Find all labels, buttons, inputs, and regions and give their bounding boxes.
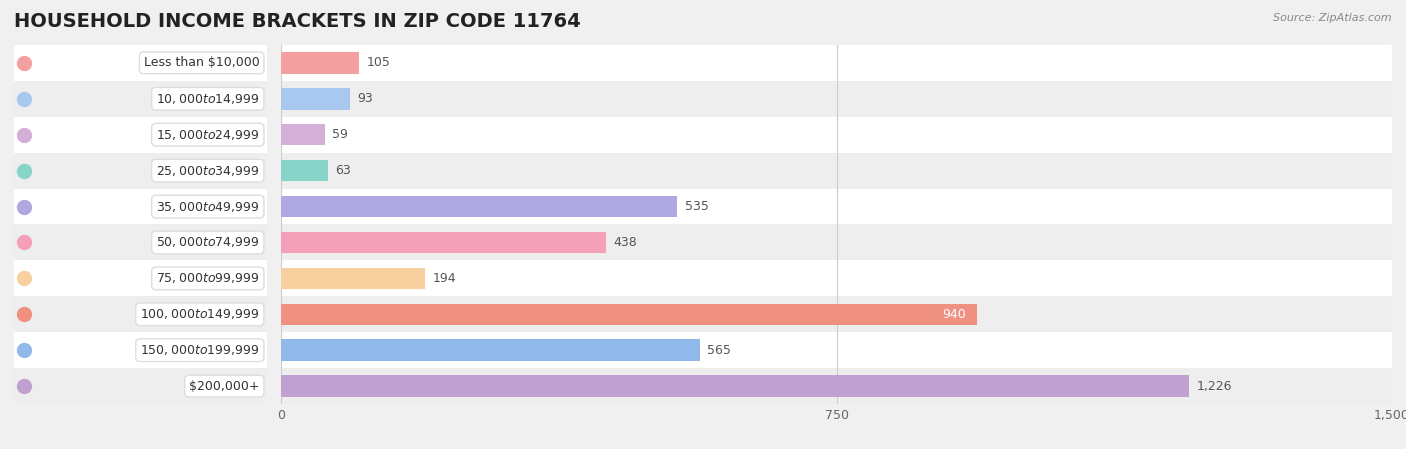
Bar: [0, 332, 1406, 368]
Text: 194: 194: [432, 272, 456, 285]
Bar: [281, 196, 678, 217]
Bar: [0, 153, 1406, 189]
Bar: [281, 268, 425, 289]
Text: $15,000 to $24,999: $15,000 to $24,999: [156, 128, 260, 142]
Text: $35,000 to $49,999: $35,000 to $49,999: [156, 199, 260, 214]
Bar: [0, 296, 1406, 332]
Bar: [0, 81, 1406, 117]
Bar: [0, 81, 1406, 117]
Bar: [281, 304, 977, 325]
Bar: [0, 45, 1406, 81]
Bar: [0, 117, 1406, 153]
Bar: [0, 153, 1406, 189]
Bar: [281, 124, 325, 145]
Text: $50,000 to $74,999: $50,000 to $74,999: [156, 235, 260, 250]
Text: Less than $10,000: Less than $10,000: [143, 57, 260, 69]
Text: 59: 59: [332, 128, 349, 141]
Bar: [0, 45, 1406, 81]
Text: $200,000+: $200,000+: [188, 380, 260, 392]
Bar: [0, 224, 1406, 260]
Text: $100,000 to $149,999: $100,000 to $149,999: [141, 307, 260, 321]
Text: $25,000 to $34,999: $25,000 to $34,999: [156, 163, 260, 178]
Bar: [0, 189, 1406, 224]
Bar: [0, 189, 1406, 224]
Text: Source: ZipAtlas.com: Source: ZipAtlas.com: [1274, 13, 1392, 23]
Bar: [281, 339, 700, 361]
Text: 63: 63: [335, 164, 352, 177]
Text: $10,000 to $14,999: $10,000 to $14,999: [156, 92, 260, 106]
Bar: [0, 368, 1406, 404]
Bar: [0, 117, 1406, 153]
Text: 1,226: 1,226: [1197, 380, 1232, 392]
Text: 93: 93: [357, 92, 373, 105]
Text: $150,000 to $199,999: $150,000 to $199,999: [141, 343, 260, 357]
Text: 105: 105: [367, 57, 391, 69]
Text: HOUSEHOLD INCOME BRACKETS IN ZIP CODE 11764: HOUSEHOLD INCOME BRACKETS IN ZIP CODE 11…: [14, 13, 581, 31]
Bar: [0, 332, 1406, 368]
Bar: [0, 368, 1406, 404]
Text: 565: 565: [707, 344, 731, 357]
Text: 438: 438: [613, 236, 637, 249]
Bar: [0, 260, 1406, 296]
Bar: [0, 260, 1406, 296]
Bar: [281, 88, 350, 110]
Text: 940: 940: [942, 308, 966, 321]
Bar: [281, 160, 328, 181]
Bar: [281, 232, 606, 253]
Text: 535: 535: [685, 200, 709, 213]
Text: $75,000 to $99,999: $75,000 to $99,999: [156, 271, 260, 286]
Bar: [0, 224, 1406, 260]
Bar: [0, 296, 1406, 332]
Bar: [281, 375, 1189, 397]
Bar: [281, 52, 359, 74]
